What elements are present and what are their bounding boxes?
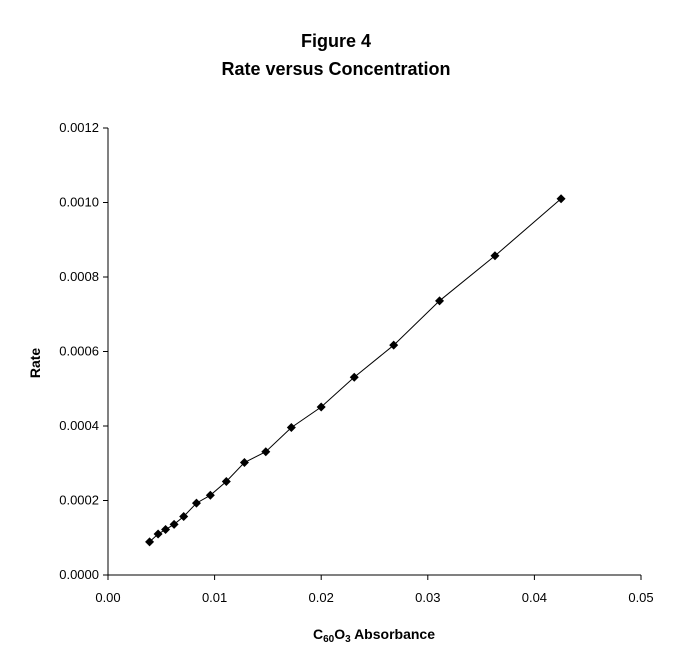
y-tick-label: 0.0002 [59, 493, 99, 508]
x-tick-label: 0.02 [309, 590, 334, 605]
data-point [435, 296, 445, 306]
data-point [349, 372, 359, 382]
data-point [191, 498, 201, 508]
y-tick-label: 0.0006 [59, 344, 99, 359]
y-tick-label: 0.0008 [59, 269, 99, 284]
data-point [179, 512, 189, 522]
x-axis-label-sub60: 60 [323, 634, 335, 645]
x-tick-label: 0.04 [522, 590, 547, 605]
x-tick-label: 0.05 [628, 590, 653, 605]
data-point [286, 422, 296, 432]
data-point [316, 402, 326, 412]
chart-title-line1: Figure 4 [301, 31, 371, 51]
data-point [145, 537, 155, 547]
y-tick-label: 0.0010 [59, 195, 99, 210]
data-point [169, 519, 179, 529]
data-point [205, 490, 215, 500]
y-tick-label: 0.0004 [59, 418, 99, 433]
x-axis-label: C60O3 Absorbance [313, 626, 435, 645]
x-tick-label: 0.00 [95, 590, 120, 605]
data-point [556, 194, 566, 204]
x-tick-label: 0.03 [415, 590, 440, 605]
chart-title-line2: Rate versus Concentration [221, 59, 450, 79]
y-axis-label: Rate [27, 348, 43, 379]
x-axis-label-c: C [313, 626, 323, 642]
x-tick-label: 0.01 [202, 590, 227, 605]
data-point [389, 340, 399, 350]
series-line [149, 198, 562, 543]
y-tick-label: 0.0012 [59, 120, 99, 135]
series-markers [145, 194, 566, 547]
x-axis-ticks: 0.00 0.01 0.02 0.03 0.04 0.05 [95, 575, 654, 605]
data-point [239, 458, 249, 468]
y-tick-label: 0.0000 [59, 567, 99, 582]
data-point [161, 525, 171, 535]
data-point [221, 477, 231, 487]
data-point [261, 447, 271, 457]
x-axis-label-o: O [334, 626, 345, 642]
x-axis-label-tail: Absorbance [351, 626, 435, 642]
x-axis-label-sub3: 3 [345, 634, 351, 645]
y-axis-ticks: 0.0000 0.0002 0.0004 0.0006 0.0008 0.0010 0.00… [59, 120, 108, 582]
data-point [490, 251, 500, 261]
data-point [153, 529, 163, 539]
